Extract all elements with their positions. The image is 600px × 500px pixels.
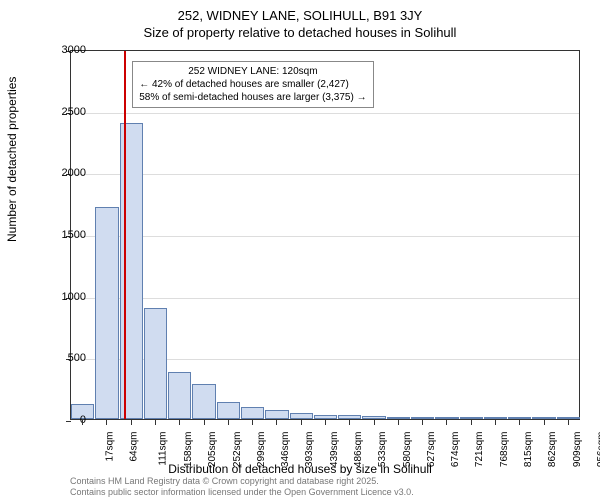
x-tick-mark bbox=[471, 420, 472, 425]
annotation-line3: 58% of semi-detached houses are larger (… bbox=[139, 91, 366, 104]
x-tick-label: 64sqm bbox=[129, 432, 140, 462]
x-tick-mark bbox=[82, 420, 83, 425]
x-tick-label: 909sqm bbox=[572, 432, 583, 468]
x-tick-mark bbox=[495, 420, 496, 425]
x-tick-label: 674sqm bbox=[450, 432, 461, 468]
x-tick-mark bbox=[179, 420, 180, 425]
x-tick-label: 111sqm bbox=[157, 432, 168, 466]
y-tick-label: 0 bbox=[46, 414, 86, 426]
histogram-bar bbox=[95, 207, 118, 419]
x-tick-mark bbox=[568, 420, 569, 425]
y-tick-label: 2500 bbox=[46, 106, 86, 118]
plot-area: 252 WIDNEY LANE: 120sqm← 42% of detached… bbox=[70, 50, 580, 420]
x-tick-label: 627sqm bbox=[426, 432, 437, 468]
x-tick-label: 205sqm bbox=[207, 432, 218, 468]
histogram-bar bbox=[144, 308, 167, 419]
x-tick-mark bbox=[422, 420, 423, 425]
x-tick-mark bbox=[398, 420, 399, 425]
x-tick-label: 252sqm bbox=[232, 432, 243, 468]
chart-container: 252, WIDNEY LANE, SOLIHULL, B91 3JY Size… bbox=[0, 0, 600, 500]
x-tick-label: 956sqm bbox=[596, 432, 600, 468]
y-tick-label: 500 bbox=[46, 352, 86, 364]
histogram-bar bbox=[120, 123, 143, 419]
grid-line bbox=[71, 236, 579, 237]
histogram-bar bbox=[508, 417, 531, 419]
x-tick-mark bbox=[131, 420, 132, 425]
x-tick-mark bbox=[106, 420, 107, 425]
histogram-bar bbox=[314, 415, 337, 419]
x-tick-label: 815sqm bbox=[523, 432, 534, 468]
histogram-bar bbox=[362, 416, 385, 419]
histogram-bar bbox=[411, 417, 434, 419]
x-tick-mark bbox=[301, 420, 302, 425]
histogram-bar bbox=[217, 402, 240, 419]
x-tick-label: 580sqm bbox=[402, 432, 413, 468]
x-tick-mark bbox=[276, 420, 277, 425]
footer-attribution: Contains HM Land Registry data © Crown c… bbox=[70, 476, 414, 498]
x-tick-label: 299sqm bbox=[256, 432, 267, 468]
histogram-bar bbox=[435, 417, 458, 419]
annotation-box: 252 WIDNEY LANE: 120sqm← 42% of detached… bbox=[132, 61, 373, 108]
x-tick-mark bbox=[252, 420, 253, 425]
histogram-bar bbox=[338, 415, 361, 419]
x-tick-label: 768sqm bbox=[499, 432, 510, 468]
chart-title: 252, WIDNEY LANE, SOLIHULL, B91 3JY bbox=[0, 0, 600, 23]
annotation-line1: 252 WIDNEY LANE: 120sqm bbox=[139, 65, 366, 78]
histogram-bar bbox=[265, 410, 288, 419]
x-tick-label: 439sqm bbox=[329, 432, 340, 468]
x-tick-label: 721sqm bbox=[475, 432, 486, 468]
x-tick-mark bbox=[349, 420, 350, 425]
x-tick-mark bbox=[204, 420, 205, 425]
x-tick-mark bbox=[446, 420, 447, 425]
grid-line bbox=[71, 113, 579, 114]
x-tick-label: 17sqm bbox=[105, 432, 116, 462]
x-tick-mark bbox=[519, 420, 520, 425]
y-tick-label: 1500 bbox=[46, 229, 86, 241]
histogram-bar bbox=[484, 417, 507, 419]
histogram-bar bbox=[290, 413, 313, 419]
y-tick-label: 3000 bbox=[46, 44, 86, 56]
x-tick-mark bbox=[544, 420, 545, 425]
x-tick-mark bbox=[374, 420, 375, 425]
y-tick-label: 2000 bbox=[46, 167, 86, 179]
footer-line2: Contains public sector information licen… bbox=[70, 487, 414, 498]
x-tick-label: 862sqm bbox=[547, 432, 558, 468]
marker-line bbox=[124, 51, 126, 419]
chart-subtitle: Size of property relative to detached ho… bbox=[0, 23, 600, 40]
histogram-bar bbox=[460, 417, 483, 419]
y-tick-label: 1000 bbox=[46, 291, 86, 303]
x-tick-label: 533sqm bbox=[377, 432, 388, 468]
x-tick-mark bbox=[325, 420, 326, 425]
x-tick-mark bbox=[228, 420, 229, 425]
y-axis-label: Number of detached properties bbox=[5, 77, 19, 242]
x-tick-mark bbox=[155, 420, 156, 425]
grid-line bbox=[71, 298, 579, 299]
histogram-bar bbox=[168, 372, 191, 419]
footer-line1: Contains HM Land Registry data © Crown c… bbox=[70, 476, 414, 487]
x-tick-label: 486sqm bbox=[353, 432, 364, 468]
histogram-bar bbox=[241, 407, 264, 419]
histogram-bar bbox=[532, 417, 555, 419]
x-tick-label: 158sqm bbox=[183, 432, 194, 468]
x-tick-label: 393sqm bbox=[305, 432, 316, 468]
histogram-bar bbox=[557, 417, 580, 419]
x-tick-label: 346sqm bbox=[280, 432, 291, 468]
annotation-line2: ← 42% of detached houses are smaller (2,… bbox=[139, 78, 366, 91]
histogram-bar bbox=[192, 384, 215, 419]
grid-line bbox=[71, 174, 579, 175]
histogram-bar bbox=[387, 417, 410, 419]
